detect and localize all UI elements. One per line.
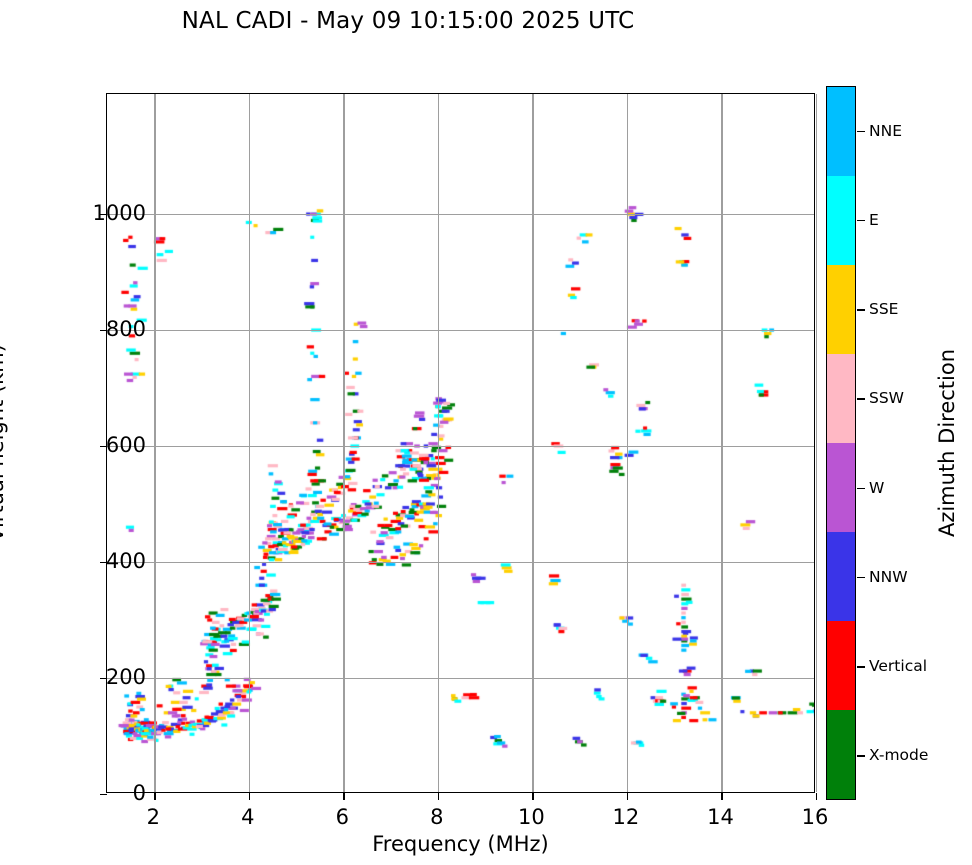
colorbar-title: Azimuth Direction — [935, 348, 959, 538]
colorbar-tick — [857, 219, 865, 222]
x-tick — [626, 793, 629, 800]
colorbar-segment-nnw — [827, 532, 855, 621]
y-tick — [100, 446, 107, 448]
x-tick — [532, 793, 534, 800]
colorbar-label-sse: SSE — [869, 300, 899, 319]
colorbar-label-x-mode: X-mode — [869, 746, 929, 765]
y-tick-label: 800 — [105, 317, 146, 342]
x-tick — [816, 793, 818, 800]
x-tick — [343, 793, 345, 800]
y-tick-label: 200 — [105, 665, 146, 689]
colorbar-label-nne: NNE — [869, 121, 902, 140]
x-tick — [248, 793, 251, 800]
x-tick-label: 4 — [241, 805, 255, 829]
y-tick — [100, 330, 107, 332]
plot-area — [100, 93, 818, 800]
y-tick — [100, 214, 107, 216]
y-tick-label: 400 — [105, 549, 146, 574]
echo-scatter-canvas — [107, 94, 814, 792]
y-tick — [100, 794, 107, 796]
colorbar-tick — [857, 755, 865, 757]
colorbar-label-ssw: SSW — [869, 389, 905, 408]
x-tick — [437, 793, 440, 800]
gridline-horizontal — [107, 214, 814, 216]
x-tick — [721, 793, 723, 800]
colorbar — [826, 86, 856, 800]
x-tick-label: 8 — [430, 805, 444, 829]
gridline-vertical — [721, 94, 723, 792]
gridline-vertical — [437, 94, 440, 792]
gridline-vertical — [154, 94, 156, 792]
y-tick — [100, 562, 107, 564]
data-canvas-wrapper — [107, 94, 814, 792]
colorbar-tick — [857, 487, 865, 490]
colorbar-segment-w — [827, 443, 855, 532]
gridline-vertical — [532, 94, 534, 792]
colorbar-segment-ssw — [827, 354, 855, 443]
colorbar-segment-sse — [827, 265, 855, 354]
colorbar-segment-vertical — [827, 621, 855, 710]
y-tick-label: 1000 — [92, 201, 146, 226]
y-tick-label: 600 — [105, 433, 146, 458]
gridline-vertical — [626, 94, 629, 792]
colorbar-tick — [857, 666, 865, 668]
colorbar-tick — [857, 576, 865, 579]
colorbar-tick — [857, 130, 865, 133]
gridline-vertical — [343, 94, 345, 792]
chart-title: NAL CADI - May 09 10:15:00 2025 UTC — [181, 8, 635, 34]
colorbar-tick — [857, 398, 865, 400]
x-tick-label: 12 — [612, 805, 640, 829]
gridline-vertical — [816, 94, 818, 792]
colorbar-label-vertical: Vertical — [869, 657, 928, 676]
x-tick-label: 16 — [801, 805, 829, 829]
gridline-vertical — [248, 94, 251, 792]
x-axis-label: Frequency (MHz) — [372, 832, 549, 856]
colorbar-tick — [857, 309, 865, 311]
colorbar-segment-x-mode — [827, 710, 855, 799]
colorbar-label-w: W — [869, 478, 885, 497]
x-tick-label: 14 — [707, 805, 734, 829]
x-tick-label: 10 — [518, 805, 545, 829]
y-tick-label: 0 — [132, 781, 146, 805]
colorbar-segment-e — [827, 176, 855, 265]
colorbar-label-e: E — [869, 210, 879, 229]
gridline-horizontal — [107, 446, 814, 448]
y-tick — [100, 678, 107, 680]
x-tick — [154, 793, 156, 800]
gridline-horizontal — [107, 678, 814, 680]
gridline-horizontal — [107, 330, 814, 332]
y-axis-label: Virtual height (km) — [0, 344, 8, 542]
x-tick-label: 2 — [146, 805, 160, 829]
gridline-horizontal — [107, 562, 814, 564]
colorbar-segment-nne — [827, 87, 855, 176]
colorbar-label-nnw: NNW — [869, 567, 908, 586]
x-tick-label: 6 — [335, 805, 350, 829]
